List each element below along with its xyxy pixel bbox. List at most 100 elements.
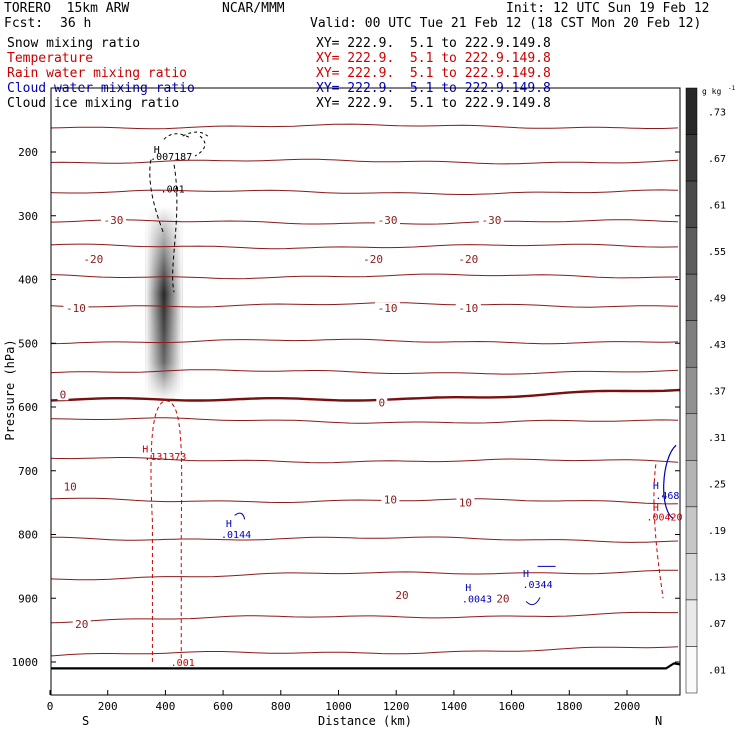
colorbar-swatch [685,366,698,415]
field-annotation: H [523,569,529,580]
isotherm-line [51,417,679,424]
colorbar-swatch [685,599,698,647]
field-annotation: H [142,444,148,455]
colorbar-label: .37 [708,387,726,398]
colorbar-label: .25 [708,480,726,491]
cloud-ice-contour [149,159,178,293]
isotherm-line [51,338,679,345]
colorbar-label: .01 [708,666,726,677]
isotherm-line [51,569,678,581]
plot-frame [50,87,681,696]
colorbar-label: .31 [708,433,726,444]
model-title: TORERO 15km ARW [4,1,130,16]
isotherm-line [51,536,679,543]
isotherm-label: -10 [458,302,478,315]
x-tick-label: 400 [155,700,175,713]
isotherm-label-bg [360,253,386,266]
isotherm-line [51,646,679,657]
isotherm-line [51,243,679,250]
isotherm-line [51,273,678,280]
isotherm-label-bg [63,302,89,315]
isotherm-label: -30 [104,214,124,227]
isotherm-line [51,189,679,195]
south-end-label: S [82,714,89,728]
x-tick-label: 800 [271,700,291,713]
field-snow-label: Snow mixing ratio [7,36,141,51]
y-tick-label: 900 [18,592,38,605]
x-tick-label: 200 [98,700,118,713]
colorbar-swatch [685,87,698,135]
colorbar-swatch [685,506,698,554]
field-annotation: .0144 [221,530,251,541]
field-cloud-ice-xy: XY= 222.9. 5.1 to 222.9.149.8 [316,96,551,111]
x-tick-label: 2000 [614,700,641,713]
rain-water-contour [150,400,183,662]
colorbar-label: .49 [708,293,726,304]
y-tick-label: 200 [18,146,38,159]
field-annotation: H [154,145,160,156]
field-annotation: .0344 [523,580,553,591]
isotherm-line [51,158,679,165]
x-tick-label: 0 [47,700,54,713]
y-tick-label: 300 [18,210,38,223]
isotherm-line [51,123,679,130]
x-tick-label: 600 [213,700,233,713]
isotherm-label: -30 [481,214,501,227]
colorbar-label: .19 [708,526,726,537]
x-tick-label: 1600 [498,700,525,713]
cloud-ice-contour-top [163,131,209,157]
isotherm-label-bg [392,589,411,602]
x-axis-title: Distance (km) [318,714,412,728]
snow-shading-edge [145,206,183,401]
rain-water-contour-north [653,464,664,599]
isotherm-label-bg [478,214,504,227]
isotherm-label-bg [455,253,481,266]
y-tick-label: 600 [18,401,38,414]
isotherm-zero-line [51,388,680,402]
forecast-hours: 36 h [60,16,92,31]
colorbar-label: .55 [708,247,726,258]
colorbar-unit-exponent: -1 [728,85,736,92]
colorbar-swatch [685,646,698,694]
valid-time: Valid: 00 UTC Tue 21 Feb 12 (18 CST Mon … [310,16,702,31]
isotherm-label: 0 [378,397,385,410]
colorbar-unit: g kg [702,87,721,96]
org-label: NCAR/MMM [222,1,285,16]
isotherm-label-bg [455,302,481,315]
y-tick-label: 1000 [12,656,39,669]
field-annotation: .0043 [462,594,492,605]
y-tick-label: 800 [18,529,38,542]
field-annotation: H [653,481,659,492]
isotherm-label: 10 [64,481,77,494]
y-tick-label: 400 [18,274,38,287]
isotherm-label-bg [100,214,126,227]
isotherm-line [51,457,679,464]
field-annotation: .00420 [646,513,682,524]
isotherm-line [51,369,679,375]
isotherm-label: 10 [384,493,397,506]
cloud-water-contour [234,512,556,606]
field-annotation: .468 [655,491,679,502]
colorbar-swatch [685,180,698,228]
isotherm-label-bg [381,493,400,506]
colorbar-swatch [685,227,698,275]
field-temperature-label: Temperature [7,51,94,66]
field-rain-xy: XY= 222.9. 5.1 to 222.9.149.8 [316,66,551,81]
x-tick-label: 1000 [325,700,352,713]
field-temperature-xy: XY= 222.9. 5.1 to 222.9.149.8 [316,51,551,66]
colorbar-swatch [685,413,698,461]
x-tick-label: 1200 [383,700,410,713]
x-tick-label: 1400 [441,700,468,713]
cloud-water-contour-north [663,444,677,520]
colorbar-swatch [685,553,698,601]
isotherm-label: -20 [458,253,478,266]
field-annotation: .007187 [150,152,192,163]
isotherm-label-bg [57,388,69,401]
isotherm-label-bg [80,253,106,266]
isotherm-label: 20 [395,589,408,602]
forecast-label: Fcst: [4,16,44,31]
y-tick-label: 700 [18,465,38,478]
isotherm-label-bg [72,617,91,630]
colorbar-label: .61 [708,200,726,211]
